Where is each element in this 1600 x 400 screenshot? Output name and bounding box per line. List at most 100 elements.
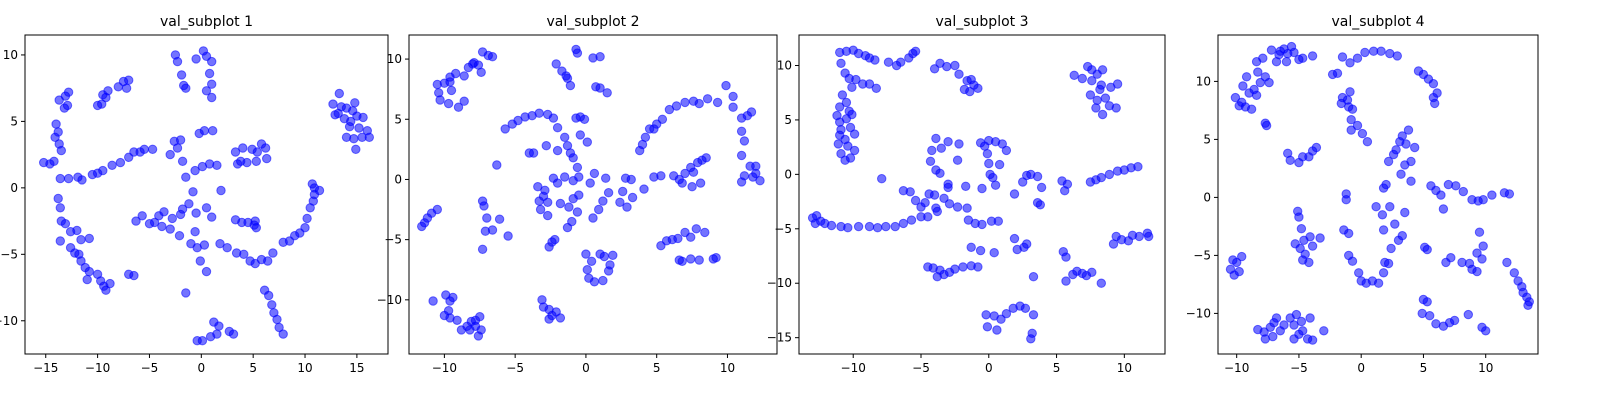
data-point xyxy=(847,82,857,93)
data-point xyxy=(674,255,684,265)
data-point xyxy=(736,126,747,137)
data-point xyxy=(845,122,856,133)
data-point xyxy=(328,99,338,109)
data-point xyxy=(594,204,604,215)
data-point xyxy=(209,317,219,327)
data-point xyxy=(1112,79,1123,89)
data-point xyxy=(1502,257,1512,268)
data-point xyxy=(191,208,201,218)
data-point xyxy=(843,141,853,151)
data-point xyxy=(1085,90,1096,100)
data-point xyxy=(302,213,312,224)
data-point xyxy=(1472,248,1482,258)
data-point xyxy=(1087,76,1097,86)
data-point xyxy=(1296,224,1307,234)
y-tick-label: 0 xyxy=(784,167,792,181)
data-point xyxy=(905,187,915,197)
data-point xyxy=(994,159,1005,170)
data-point xyxy=(837,90,848,100)
data-point xyxy=(147,144,158,155)
data-point xyxy=(222,243,232,253)
data-point xyxy=(428,296,438,306)
data-point xyxy=(60,219,71,229)
y-tick-label: −10 xyxy=(1186,306,1211,320)
data-point xyxy=(435,95,445,105)
data-point xyxy=(1449,315,1460,326)
data-point xyxy=(1347,256,1358,266)
data-point xyxy=(864,221,875,232)
data-point xyxy=(555,198,566,209)
data-point xyxy=(1428,79,1439,89)
y-tick-label: 5 xyxy=(394,112,402,126)
data-point xyxy=(1373,278,1384,288)
data-point xyxy=(1385,202,1395,212)
data-point xyxy=(446,85,457,96)
y-tick-label: 5 xyxy=(784,113,792,127)
data-point xyxy=(1347,104,1358,114)
data-point xyxy=(836,58,846,68)
data-point xyxy=(208,126,218,136)
data-point xyxy=(207,56,217,67)
data-point xyxy=(560,132,570,143)
data-point xyxy=(572,162,583,173)
data-point xyxy=(841,97,852,108)
data-point xyxy=(927,145,937,156)
data-point xyxy=(853,221,864,232)
data-point xyxy=(871,83,881,94)
data-point xyxy=(543,210,553,221)
data-point xyxy=(1463,309,1474,320)
data-point xyxy=(1477,254,1487,264)
data-point xyxy=(216,185,226,196)
data-point xyxy=(1021,239,1032,249)
data-point xyxy=(929,190,940,200)
data-point xyxy=(251,223,261,233)
x-tick-label: 15 xyxy=(349,361,364,375)
data-point xyxy=(191,54,201,64)
data-point xyxy=(1341,195,1351,205)
data-point xyxy=(870,55,880,65)
data-point xyxy=(728,91,738,102)
data-point xyxy=(84,266,95,277)
data-point xyxy=(965,86,975,97)
data-point xyxy=(351,144,361,155)
data-point xyxy=(55,203,65,213)
data-point xyxy=(581,249,591,259)
data-point xyxy=(993,216,1003,226)
data-point xyxy=(452,315,462,325)
data-point xyxy=(192,243,202,253)
data-point xyxy=(544,242,554,252)
data-point xyxy=(107,160,117,171)
data-point xyxy=(657,114,668,125)
data-point xyxy=(560,172,570,182)
y-tick-label: 10 xyxy=(1196,74,1211,88)
data-point xyxy=(1251,90,1262,101)
data-point xyxy=(1446,253,1456,263)
data-point xyxy=(671,101,682,111)
data-point xyxy=(1378,268,1389,278)
data-point xyxy=(215,239,225,249)
data-point xyxy=(1422,244,1432,255)
data-point xyxy=(627,192,638,203)
data-point xyxy=(605,260,615,270)
data-point xyxy=(1390,219,1400,229)
data-point xyxy=(550,234,560,245)
data-point xyxy=(656,171,666,181)
data-point xyxy=(56,145,66,156)
data-point xyxy=(840,155,850,165)
data-point xyxy=(181,83,191,93)
data-point xyxy=(910,195,921,206)
data-point xyxy=(694,98,704,109)
data-point xyxy=(97,99,107,109)
data-point xyxy=(950,60,960,71)
y-tick-label: 10 xyxy=(777,58,792,72)
data-point xyxy=(1111,103,1121,113)
data-point xyxy=(1096,278,1107,288)
data-point xyxy=(149,217,160,228)
data-point xyxy=(572,207,583,217)
data-point xyxy=(494,214,505,224)
data-point xyxy=(239,249,249,260)
data-point xyxy=(263,256,273,266)
data-point xyxy=(552,145,563,156)
data-point xyxy=(1311,142,1322,153)
data-point xyxy=(739,136,750,146)
